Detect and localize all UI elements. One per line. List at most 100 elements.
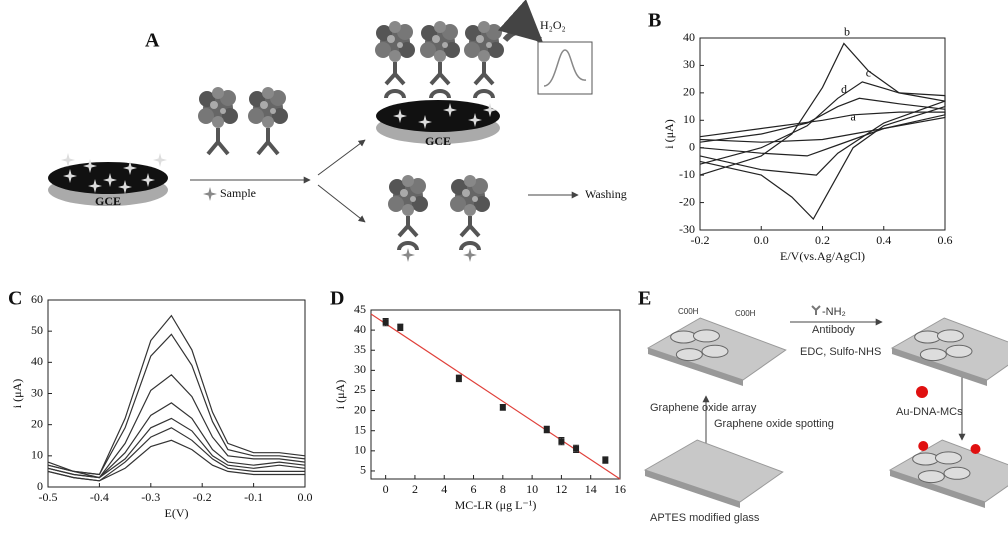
panel-letter: B <box>648 10 661 32</box>
x-tick-label: -0.1 <box>244 490 263 504</box>
point <box>543 426 550 433</box>
y-tick-label: -20 <box>679 194 695 208</box>
antibody-icon <box>811 305 821 315</box>
arrow <box>317 184 366 223</box>
cluster <box>198 87 238 128</box>
curve-label: d <box>841 82 847 96</box>
point <box>499 404 506 411</box>
antigen-icon <box>203 187 217 201</box>
point <box>558 438 565 445</box>
x-axis-label: E(V) <box>165 506 189 520</box>
curve-label: b <box>844 24 850 38</box>
line <box>699 81 946 176</box>
substrate-label: H₂O₂ <box>540 18 566 32</box>
antibody <box>459 216 481 251</box>
x-axis-label: MC-LR (μg L⁻¹) <box>455 498 537 512</box>
spot <box>912 452 940 466</box>
probe-dot <box>918 441 929 451</box>
x-tick-label: 0 <box>383 482 389 496</box>
point <box>602 457 609 464</box>
spot <box>917 470 945 484</box>
x-tick-label: 0.4 <box>876 233 891 247</box>
y-tick-label: 45 <box>354 302 366 316</box>
x-tick-label: 0.0 <box>754 233 769 247</box>
curve-label: c <box>866 65 871 79</box>
cluster <box>388 175 428 216</box>
x-tick-label: 10 <box>526 482 538 496</box>
immunocomplex <box>375 21 504 99</box>
plate-side <box>648 348 743 386</box>
electrode-label: GCE <box>95 194 121 208</box>
fit-line <box>370 313 621 480</box>
step-label: Sample <box>220 186 256 200</box>
antigen-icon <box>401 248 415 262</box>
step-label: Washing <box>585 187 627 201</box>
x-tick-label: 8 <box>500 482 506 496</box>
plate-side <box>645 470 740 508</box>
probe-dot <box>970 444 981 454</box>
plot-frame <box>699 37 946 231</box>
spot <box>943 466 971 480</box>
x-tick-label: -0.2 <box>691 233 710 247</box>
line <box>47 373 306 479</box>
electrode <box>48 162 168 194</box>
antibody <box>397 216 419 251</box>
line <box>699 97 946 157</box>
probe-label: Au-DNA-MCs <box>896 406 963 418</box>
panel-letter: D <box>330 288 344 310</box>
spot <box>675 348 703 362</box>
y-tick-label: -30 <box>679 222 695 236</box>
cluster <box>450 175 490 216</box>
x-axis-label: E/V(vs.Ag/AgCl) <box>780 249 865 263</box>
step-label: APTES modified glass <box>650 512 760 524</box>
spot <box>701 344 729 358</box>
line <box>47 333 306 476</box>
y-tick-label: 40 <box>31 354 43 368</box>
y-tick-label: 0 <box>37 479 43 493</box>
x-tick-label: 16 <box>614 482 626 496</box>
y-tick-label: 5 <box>360 463 366 477</box>
coupling-label: EDC, Sulfo-NHS <box>800 346 881 358</box>
y-tick-label: 35 <box>354 342 366 356</box>
line <box>47 417 306 479</box>
spot <box>692 329 720 343</box>
panel-e: E C00H C00H -NH₂ Antibody EDC, Sulfo-NHS… <box>638 288 1008 524</box>
group-label: C00H <box>735 309 756 318</box>
spot <box>670 330 698 344</box>
y-axis-label: i (μA) <box>662 119 676 148</box>
y-tick-label: 30 <box>31 385 43 399</box>
y-tick-label: -10 <box>679 167 695 181</box>
signal-peak <box>543 49 587 87</box>
electrode <box>376 100 500 132</box>
x-tick-label: 6 <box>471 482 477 496</box>
spot <box>936 329 964 343</box>
spot <box>914 330 942 344</box>
antibody <box>206 128 230 156</box>
y-tick-label: 40 <box>354 322 366 336</box>
point <box>455 375 462 382</box>
y-tick-label: 25 <box>354 382 366 396</box>
x-tick-label: 0.0 <box>298 490 313 504</box>
x-tick-label: -0.3 <box>141 490 160 504</box>
plate-side <box>892 348 987 386</box>
spot <box>934 451 962 465</box>
plate-side <box>890 470 985 508</box>
plate <box>643 439 784 503</box>
x-tick-label: -0.5 <box>39 490 58 504</box>
reagent-name: Antibody <box>812 324 855 336</box>
y-axis-label: i (μA) <box>333 380 347 409</box>
plot-frame <box>370 309 621 480</box>
panel-a: A GCE Sample GCE H₂O₂ Was <box>48 0 627 262</box>
cluster <box>248 87 288 128</box>
antibody <box>256 128 280 156</box>
panel-letter: C <box>8 288 22 310</box>
curved-arrow <box>497 0 544 43</box>
y-tick-label: 30 <box>683 57 695 71</box>
point <box>397 324 404 331</box>
panel-letter: E <box>638 288 651 310</box>
spot <box>945 344 973 358</box>
x-tick-label: 2 <box>412 482 418 496</box>
y-tick-label: 30 <box>354 362 366 376</box>
line <box>47 314 306 476</box>
